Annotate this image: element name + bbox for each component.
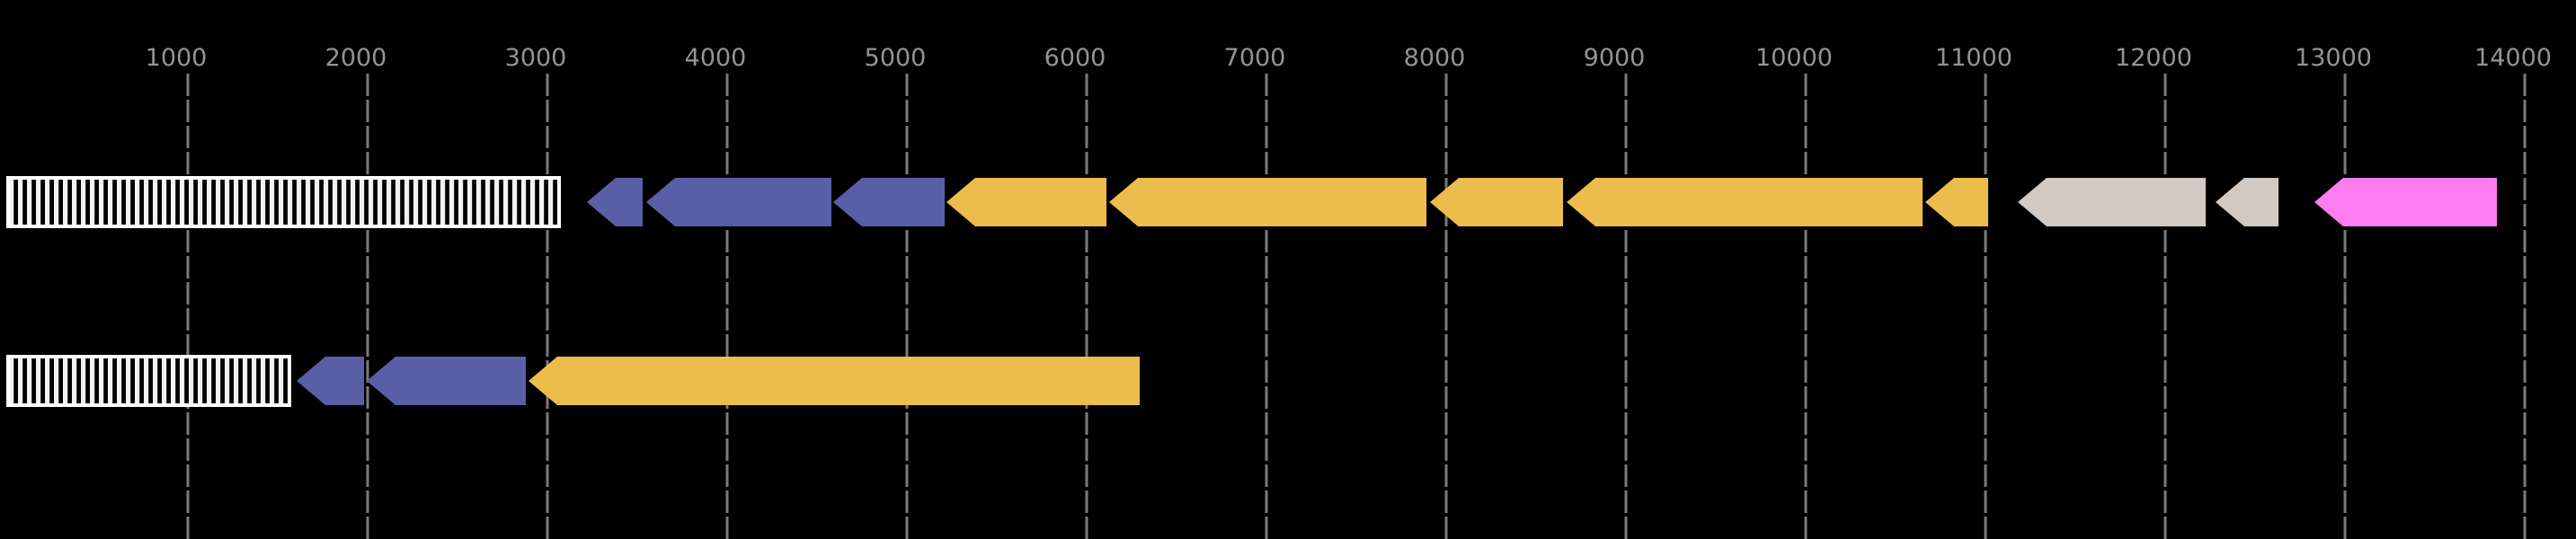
axis-tick-label: 1000 — [146, 44, 208, 72]
axis-tick-label: 12000 — [2115, 44, 2192, 72]
track-2 — [6, 355, 1140, 407]
gene-arrow-pink — [2314, 178, 2497, 226]
gene-arrow-yellow — [1925, 178, 1988, 226]
gene-arrow-tan — [2018, 178, 2206, 226]
gene-arrow-yellow — [1567, 178, 1923, 226]
gene-arrow-purple — [646, 178, 831, 226]
axis-tick-label: 4000 — [685, 44, 747, 72]
axis-tick-label: 7000 — [1224, 44, 1286, 72]
gene-arrow-yellow — [1430, 178, 1563, 226]
axis-tick-label: 13000 — [2295, 44, 2372, 72]
track-1 — [6, 176, 2497, 228]
axis-tick-label: 5000 — [865, 44, 927, 72]
axis-tick-label: 11000 — [1935, 44, 2012, 72]
gene-arrow-purple — [367, 357, 526, 405]
axis-tick-label: 3000 — [505, 44, 567, 72]
gene-arrow-yellow — [946, 178, 1106, 226]
gene-arrow-purple — [297, 357, 364, 405]
gene-arrow-purple — [833, 178, 945, 226]
axis-tick-label: 10000 — [1755, 44, 1833, 72]
axis-tick-label: 2000 — [325, 44, 387, 72]
gene-arrow-purple — [587, 178, 643, 226]
hatched-region — [6, 355, 291, 407]
axis-tick-label: 9000 — [1584, 44, 1646, 72]
x-tick-labels: 1000 2000 3000 4000 5000 6000 7000 8000 9000 1000… — [146, 44, 2552, 72]
axis-tick-label: 6000 — [1044, 44, 1106, 72]
gene-arrow-yellow — [529, 357, 1140, 405]
axis-tick-label: 14000 — [2474, 44, 2552, 72]
axis-tick-label: 8000 — [1404, 44, 1466, 72]
hatched-region — [6, 176, 561, 228]
gene-arrow-yellow — [1109, 178, 1426, 226]
gene-arrow-tan — [2216, 178, 2278, 226]
